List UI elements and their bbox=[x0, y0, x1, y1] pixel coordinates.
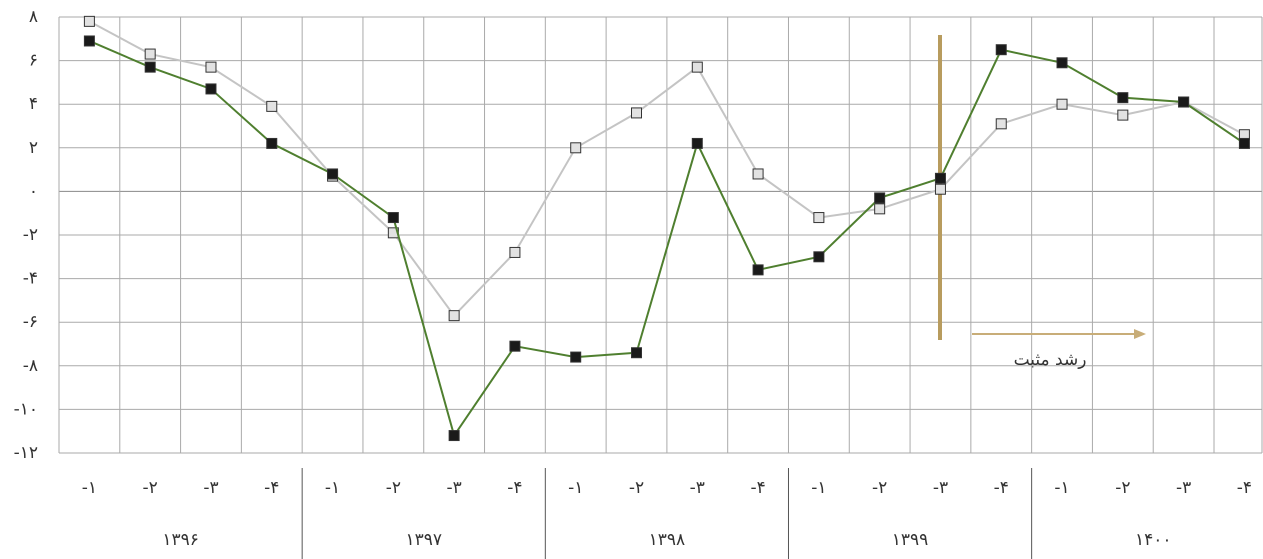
point bbox=[631, 347, 643, 359]
x-tick-label: -۴ bbox=[994, 478, 1009, 498]
point bbox=[1056, 98, 1068, 110]
y-tick-label: -۱۰ bbox=[14, 399, 38, 419]
point bbox=[874, 192, 886, 204]
x-tick-label: -۱ bbox=[811, 478, 826, 498]
point bbox=[570, 351, 582, 363]
point bbox=[266, 137, 278, 149]
point bbox=[266, 100, 278, 112]
x-tick-label: -۱ bbox=[82, 478, 97, 498]
x-tick-label: -۴ bbox=[507, 478, 522, 498]
x-tick-label: -۲ bbox=[143, 478, 158, 498]
x-tick-label: -۲ bbox=[1115, 478, 1130, 498]
x-tick-label: -۱ bbox=[1054, 478, 1069, 498]
y-tick-label: ۶ bbox=[29, 51, 38, 71]
point bbox=[1117, 109, 1129, 121]
y-tick-label: -۴ bbox=[23, 269, 38, 289]
y-tick-label: ۲ bbox=[29, 138, 38, 158]
x-tick-label: -۳ bbox=[1176, 478, 1191, 498]
x-tick-label: -۳ bbox=[933, 478, 948, 498]
x-tick-label: -۲ bbox=[872, 478, 887, 498]
point bbox=[691, 61, 703, 73]
x-tick-label: -۲ bbox=[629, 478, 644, 498]
point bbox=[691, 137, 703, 149]
group-label: ۱۳۹۸ bbox=[649, 530, 686, 550]
point bbox=[995, 118, 1007, 130]
point bbox=[1238, 137, 1250, 149]
x-tick-label: -۴ bbox=[264, 478, 279, 498]
x-tick-label: -۱ bbox=[325, 478, 340, 498]
x-tick-label: -۳ bbox=[690, 478, 705, 498]
y-tick-label: ۴ bbox=[29, 94, 38, 114]
point bbox=[509, 246, 521, 258]
x-tick-label: -۲ bbox=[386, 478, 401, 498]
group-label: ۱۳۹۶ bbox=[162, 530, 199, 550]
point bbox=[995, 44, 1007, 56]
x-tick-label: -۳ bbox=[203, 478, 218, 498]
y-tick-label: -۶ bbox=[23, 312, 38, 332]
point bbox=[813, 212, 825, 224]
point bbox=[570, 142, 582, 154]
point bbox=[448, 310, 460, 322]
annotation: رشد مثبت bbox=[1014, 350, 1087, 370]
y-tick-label: ۰ bbox=[29, 181, 38, 201]
point bbox=[144, 48, 156, 60]
x-tick-label: -۴ bbox=[1237, 478, 1252, 498]
y-tick-label: ۸ bbox=[29, 7, 38, 27]
point bbox=[631, 107, 643, 119]
series-line bbox=[88, 40, 1245, 438]
y-tick-label: -۱۲ bbox=[14, 443, 38, 463]
point bbox=[509, 340, 521, 352]
group-label: ۱۳۹۹ bbox=[892, 530, 929, 550]
point bbox=[934, 183, 946, 195]
x-tick-label: -۱ bbox=[568, 478, 583, 498]
arrow-head bbox=[1134, 329, 1146, 339]
point bbox=[1117, 92, 1129, 104]
x-tick-label: -۳ bbox=[447, 478, 462, 498]
group-label: ۱۳۹۷ bbox=[405, 530, 442, 550]
group-label: ۱۴۰۰ bbox=[1135, 530, 1172, 550]
point bbox=[205, 83, 217, 95]
y-tick-label: -۸ bbox=[23, 356, 38, 376]
y-tick-label: -۲ bbox=[23, 225, 38, 245]
point bbox=[874, 203, 886, 215]
point bbox=[1178, 96, 1190, 108]
point bbox=[1056, 57, 1068, 69]
point bbox=[752, 264, 764, 276]
point bbox=[144, 61, 156, 73]
point bbox=[83, 15, 95, 27]
point bbox=[752, 168, 764, 180]
point bbox=[448, 430, 460, 442]
point bbox=[387, 212, 399, 224]
x-tick-label: -۴ bbox=[750, 478, 765, 498]
point bbox=[83, 35, 95, 47]
point bbox=[934, 172, 946, 184]
point bbox=[205, 61, 217, 73]
point bbox=[327, 168, 339, 180]
series-line bbox=[88, 20, 1245, 318]
point bbox=[813, 251, 825, 263]
